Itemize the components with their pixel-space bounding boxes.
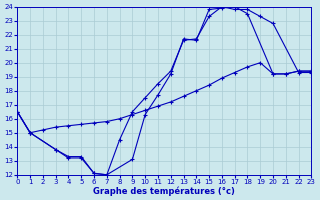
- X-axis label: Graphe des températures (°c): Graphe des températures (°c): [93, 186, 235, 196]
